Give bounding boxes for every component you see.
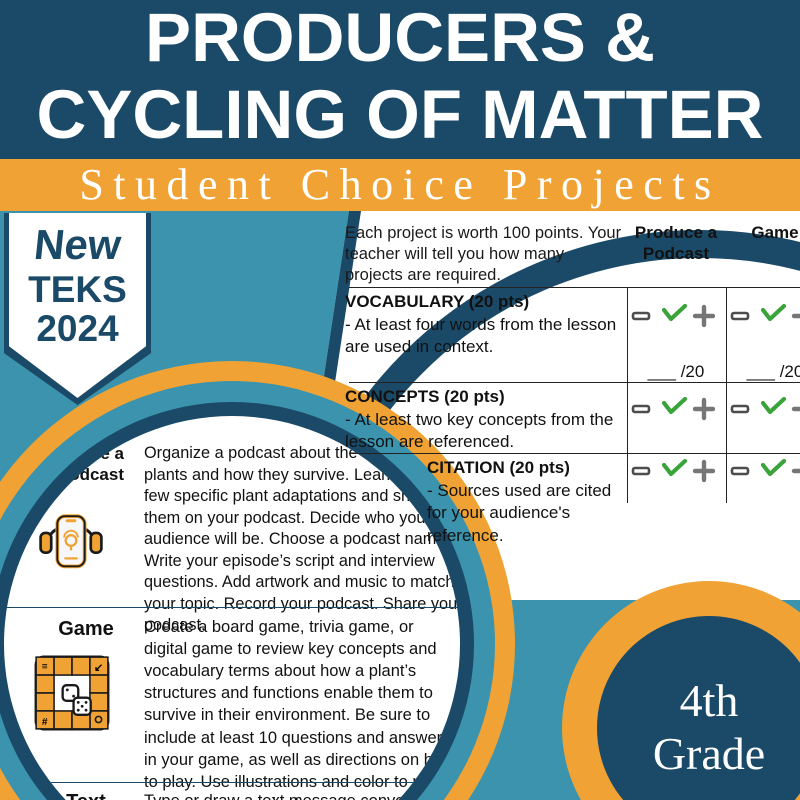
- svg-text:#: #: [42, 717, 48, 728]
- svg-text:≡: ≡: [42, 662, 48, 673]
- svg-text:↙: ↙: [94, 662, 103, 674]
